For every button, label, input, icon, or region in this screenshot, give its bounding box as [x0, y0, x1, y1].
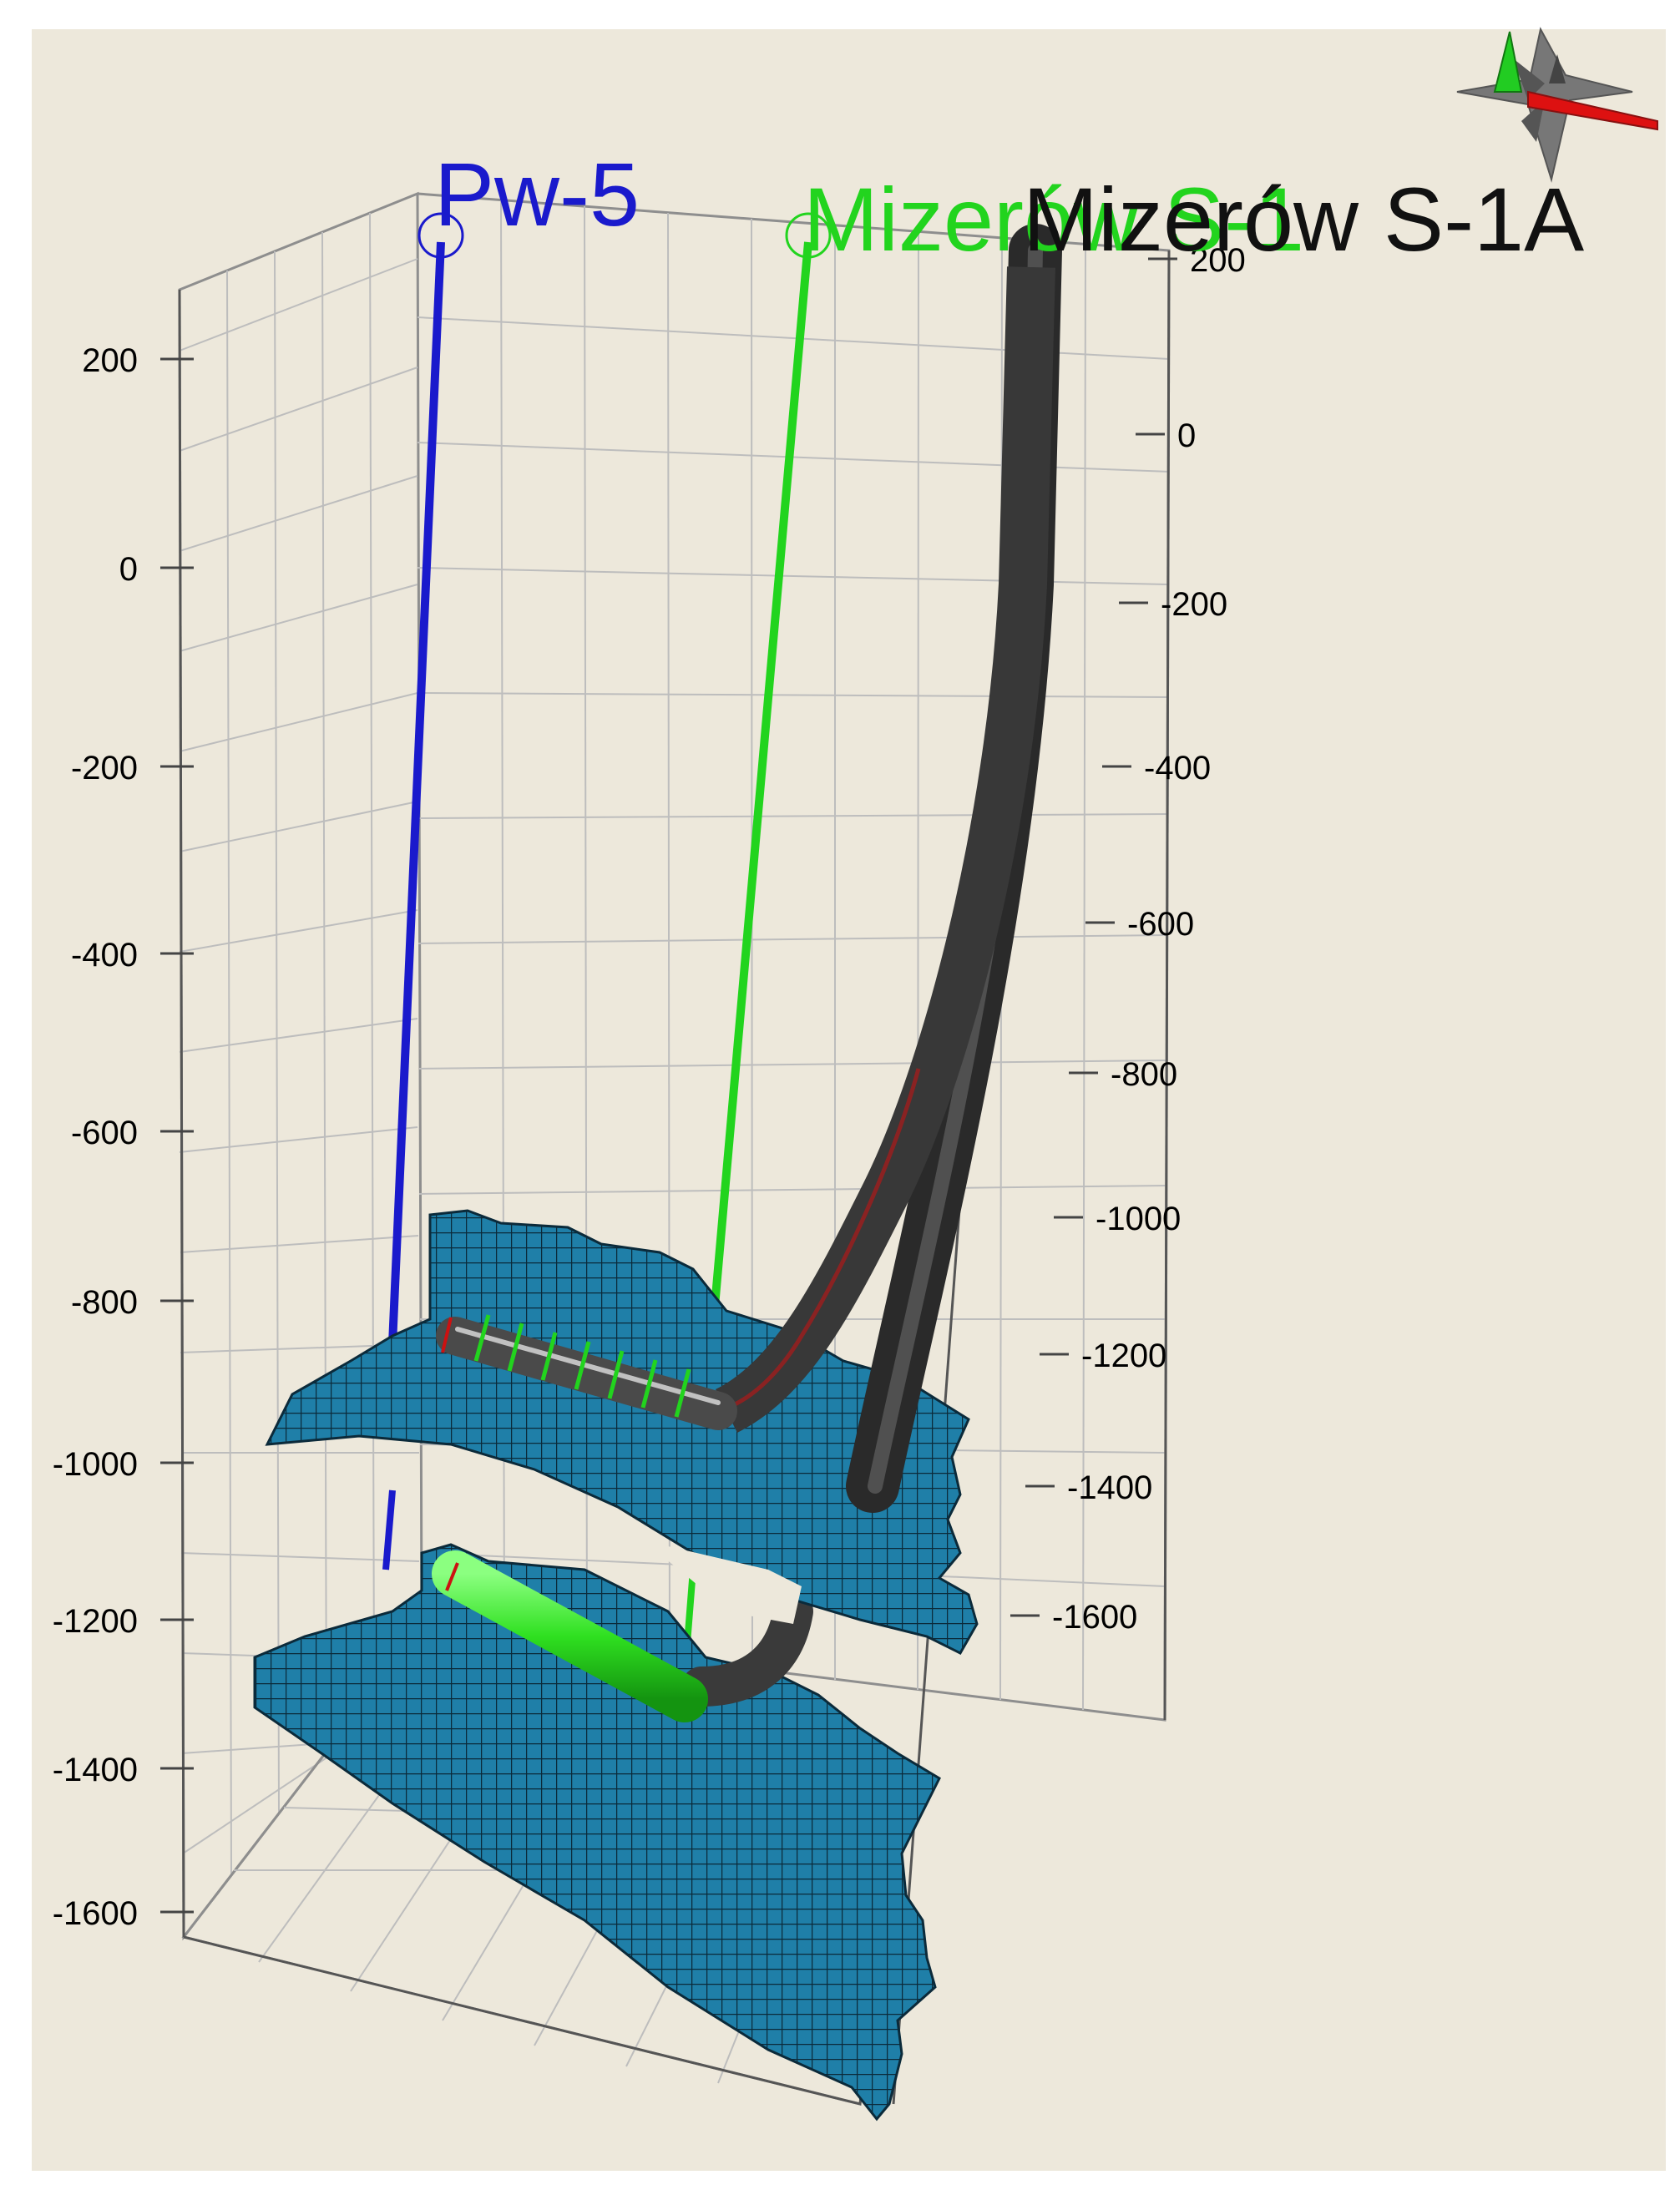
upper-horizon-surface-gap [643, 1540, 802, 1624]
right-axis-tick-label: -200 [1161, 586, 1227, 623]
left-axis-tick-label: -400 [71, 937, 138, 974]
left-axis-tick-label: -1000 [53, 1446, 138, 1483]
right-axis-tick-label: -800 [1111, 1056, 1177, 1093]
right-axis-tick-label: -1200 [1081, 1338, 1166, 1374]
left-axis-tick-label: 200 [82, 342, 138, 379]
right-axis-tick-label: 200 [1190, 242, 1246, 279]
left-axis-tick-label: -1600 [53, 1895, 138, 1932]
left-axis-tick-label: -600 [71, 1115, 138, 1151]
well-label-pw-5: Pw-5 [434, 144, 640, 245]
left-axis-tick-label: 0 [119, 551, 138, 588]
right-depth-axis: 200 0 -200 -400 -600 -800 -1000 -1200 -1… [1010, 242, 1246, 1636]
right-axis-tick-label: -1400 [1067, 1469, 1152, 1506]
left-depth-axis: 200 0 -200 -400 -600 -800 -1000 -1200 -1… [53, 342, 194, 1932]
right-axis-tick-label: -600 [1127, 906, 1194, 943]
right-axis-tick-label: -1000 [1096, 1201, 1181, 1237]
lower-lateral-section [432, 1550, 813, 1722]
left-axis-tick-label: -1400 [53, 1752, 138, 1788]
well-label-mizerow-s-1a: Mizerów S-1A [1023, 169, 1584, 270]
compass-rose-icon[interactable] [1456, 27, 1658, 183]
well-mizerow-s-1a-trajectory[interactable] [436, 224, 1062, 1513]
right-axis-tick-label: 0 [1177, 417, 1196, 454]
right-axis-tick-label: -400 [1144, 750, 1211, 786]
well-head-marker-icon [417, 212, 464, 259]
well-label-mizerow-s-1: Mizerów S-1 [803, 169, 1304, 270]
left-axis-tick-label: -200 [71, 750, 138, 786]
well-pw-5-trajectory[interactable] [382, 212, 464, 1570]
left-axis-tick-label: -800 [71, 1284, 138, 1321]
well-head-marker-icon [785, 212, 832, 259]
right-axis-tick-label: -1600 [1052, 1599, 1137, 1636]
left-axis-tick-label: -1200 [53, 1603, 138, 1640]
